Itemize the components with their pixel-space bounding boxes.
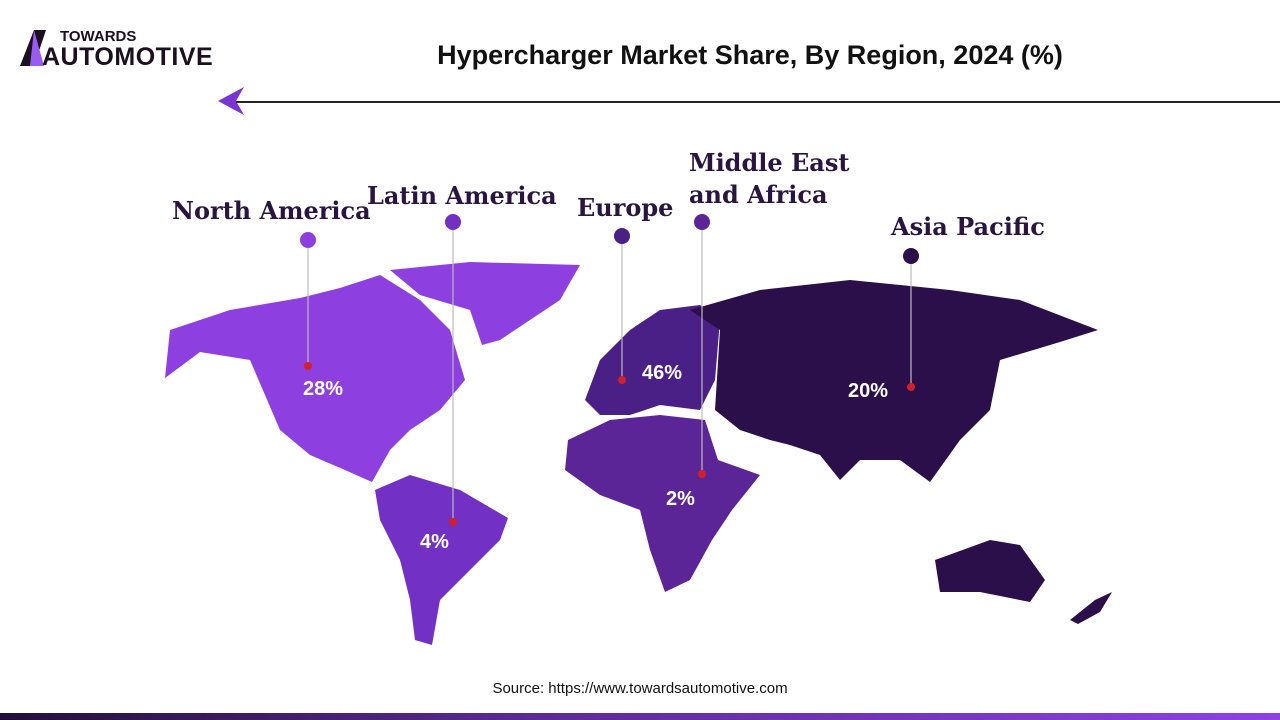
value-asia-pacific: 20% bbox=[848, 380, 889, 402]
arrow-left-icon bbox=[218, 87, 244, 115]
marker-dot bbox=[614, 228, 630, 244]
region-label-europe: Europe bbox=[577, 193, 674, 222]
logo: TOWARDS AUTOMOTIVE bbox=[20, 28, 230, 73]
logo-mark-icon bbox=[20, 30, 46, 66]
marker-dot bbox=[445, 214, 461, 230]
anchor-dot bbox=[449, 518, 457, 526]
marker-dot bbox=[300, 232, 316, 248]
region-label-north-america: North America bbox=[172, 196, 371, 225]
anchor-dot bbox=[907, 383, 915, 391]
landmass-australia bbox=[935, 540, 1045, 602]
logo-main-text: AUTOMOTIVE bbox=[42, 43, 214, 71]
marker-dot bbox=[903, 248, 919, 264]
landmass-asia bbox=[690, 280, 1098, 482]
divider bbox=[236, 101, 1280, 103]
region-label-asia-pacific: Asia Pacific bbox=[891, 212, 1045, 241]
region-label-latin-america: Latin America bbox=[367, 181, 557, 210]
logo-top-text: TOWARDS bbox=[60, 28, 137, 45]
value-mea: 2% bbox=[666, 488, 695, 510]
landmass-greenland bbox=[390, 262, 580, 345]
landmass-north-america bbox=[165, 275, 465, 482]
source-note: Source: https://www.towardsautomotive.co… bbox=[492, 680, 788, 697]
landmass-africa bbox=[565, 415, 760, 592]
value-europe: 46% bbox=[642, 362, 683, 384]
anchor-dot bbox=[618, 376, 626, 384]
anchor-dot bbox=[698, 470, 706, 478]
value-latin-america: 4% bbox=[420, 531, 449, 553]
region-label-mea: Middle East and Africa bbox=[689, 148, 850, 209]
value-north-america: 28% bbox=[303, 378, 344, 400]
page-title: Hypercharger Market Share, By Region, 20… bbox=[437, 40, 1063, 70]
landmass-europe bbox=[585, 305, 720, 415]
footer-bar bbox=[0, 713, 1280, 720]
landmass-latin-america bbox=[375, 475, 508, 645]
marker-dot bbox=[694, 214, 710, 230]
landmass-new-zealand bbox=[1070, 592, 1112, 624]
anchor-dot bbox=[304, 362, 312, 370]
